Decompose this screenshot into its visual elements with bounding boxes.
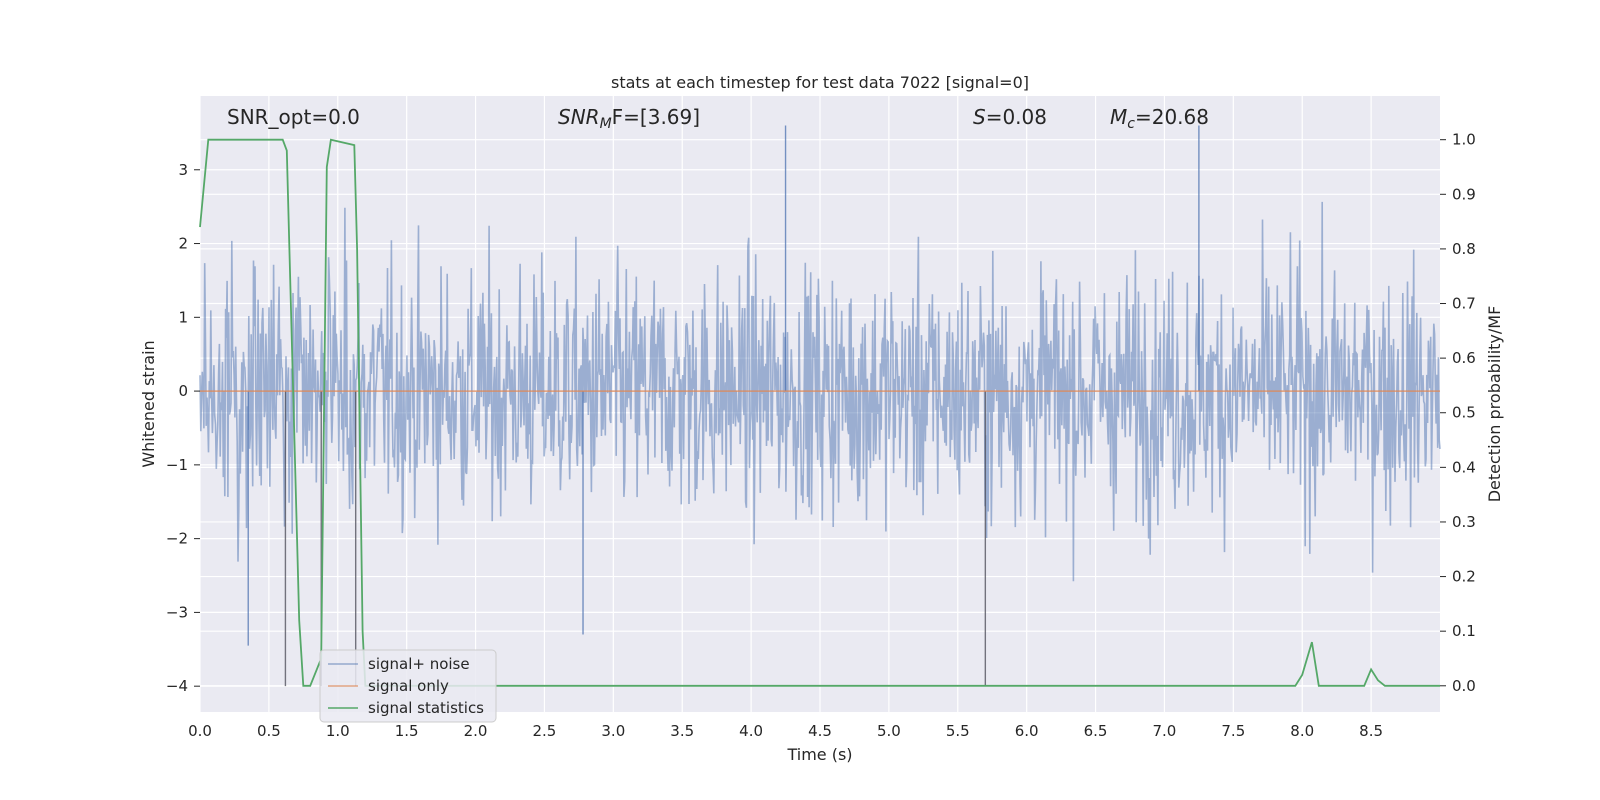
y-axis-right-label: Detection probability/MF (1485, 306, 1504, 503)
y-right-tick-label: 0.1 (1452, 622, 1476, 640)
x-tick-label: 8.5 (1359, 722, 1383, 740)
y-right-tick-label: 0.7 (1452, 295, 1476, 313)
y-tick-label: 3 (178, 161, 188, 179)
annotation-mc-main: M (1110, 105, 1127, 129)
x-tick-label: 7.5 (1221, 722, 1245, 740)
y-right-tick-label: 1.0 (1452, 131, 1476, 149)
signal-statistics-line (199, 138, 1440, 687)
x-tick-label: 8.0 (1290, 722, 1314, 740)
x-tick-label: 6.0 (1015, 722, 1039, 740)
annotation-mc-sub: c (1127, 116, 1135, 132)
legend-label-signal-only: signal only (368, 677, 449, 695)
x-tick-label: 5.5 (946, 722, 970, 740)
chart-title: stats at each timestep for test data 702… (611, 73, 1029, 92)
y-tick-label: 2 (178, 235, 188, 253)
annotation-snr-mf-rest: F=[3.69] (612, 105, 700, 129)
x-tick-label: 4.0 (739, 722, 763, 740)
y-right-tick-label: 0.3 (1452, 513, 1476, 531)
annotation-s-rest: =0.08 (986, 105, 1047, 129)
y-right-tick-label: 0.4 (1452, 458, 1476, 476)
y-axis-label: Whitened strain (139, 340, 158, 467)
y-tick-label: 1 (178, 308, 188, 326)
annotation-snr-mf: SNRMF=[3.69] (558, 105, 700, 132)
x-tick-label: 6.5 (1084, 722, 1108, 740)
annotations: SNR_opt=0.0 SNRMF=[3.69] S=0.08 Mc=20.68 (227, 105, 1209, 132)
y-right-tick-label: 0.9 (1452, 185, 1476, 203)
y-right-tick-label: 0.6 (1452, 349, 1476, 367)
x-tick-label: 5.0 (877, 722, 901, 740)
legend-label-signal-noise: signal+ noise (368, 655, 470, 673)
y-right-tick-label: 0.2 (1452, 568, 1476, 586)
annotation-snr-mf-main: SNR (558, 105, 600, 129)
x-tick-label: 0.5 (257, 722, 281, 740)
annotation-mc: Mc=20.68 (1110, 105, 1209, 132)
annotation-s-main: S (973, 105, 986, 129)
x-tick-label: 7.0 (1153, 722, 1177, 740)
annotation-snr-opt: SNR_opt=0.0 (227, 105, 360, 129)
x-tick-label: 2.5 (533, 722, 557, 740)
y-right-tick-label: 0.5 (1452, 404, 1476, 422)
legend: signal+ noise signal only signal statist… (319, 649, 497, 723)
annotation-snr-mf-sub: M (600, 116, 612, 132)
y-tick-label: −2 (166, 530, 188, 548)
x-tick-label: 3.0 (601, 722, 625, 740)
legend-box (319, 649, 497, 723)
y-tick-label: −3 (166, 603, 188, 621)
x-axis-label: Time (s) (786, 745, 852, 764)
y-tick-label: −4 (166, 677, 188, 695)
signal-noise-line (199, 201, 1441, 582)
x-tick-label: 1.5 (395, 722, 419, 740)
y-right-tick-label: 0.0 (1452, 677, 1476, 695)
annotation-mc-rest: =20.68 (1135, 105, 1209, 129)
signal-noise-series (199, 125, 1441, 687)
legend-label-signal-statistics: signal statistics (368, 699, 484, 717)
signal-statistics-series (199, 138, 1440, 687)
y-right-tick-label: 0.8 (1452, 240, 1476, 258)
annotation-s: S=0.08 (973, 105, 1047, 129)
y-tick-label: 0 (178, 382, 188, 400)
x-tick-label: 0.0 (188, 722, 212, 740)
x-tick-label: 4.5 (808, 722, 832, 740)
y-tick-label: −1 (166, 456, 188, 474)
x-tick-label: 2.0 (464, 722, 488, 740)
x-tick-label: 1.0 (326, 722, 350, 740)
x-tick-label: 3.5 (670, 722, 694, 740)
axis-ticks: 0.0 0.5 1.0 1.5 2.0 2.5 3.0 3.5 4.0 4.5 5.0 5.5 6.0 6… (166, 131, 1476, 740)
